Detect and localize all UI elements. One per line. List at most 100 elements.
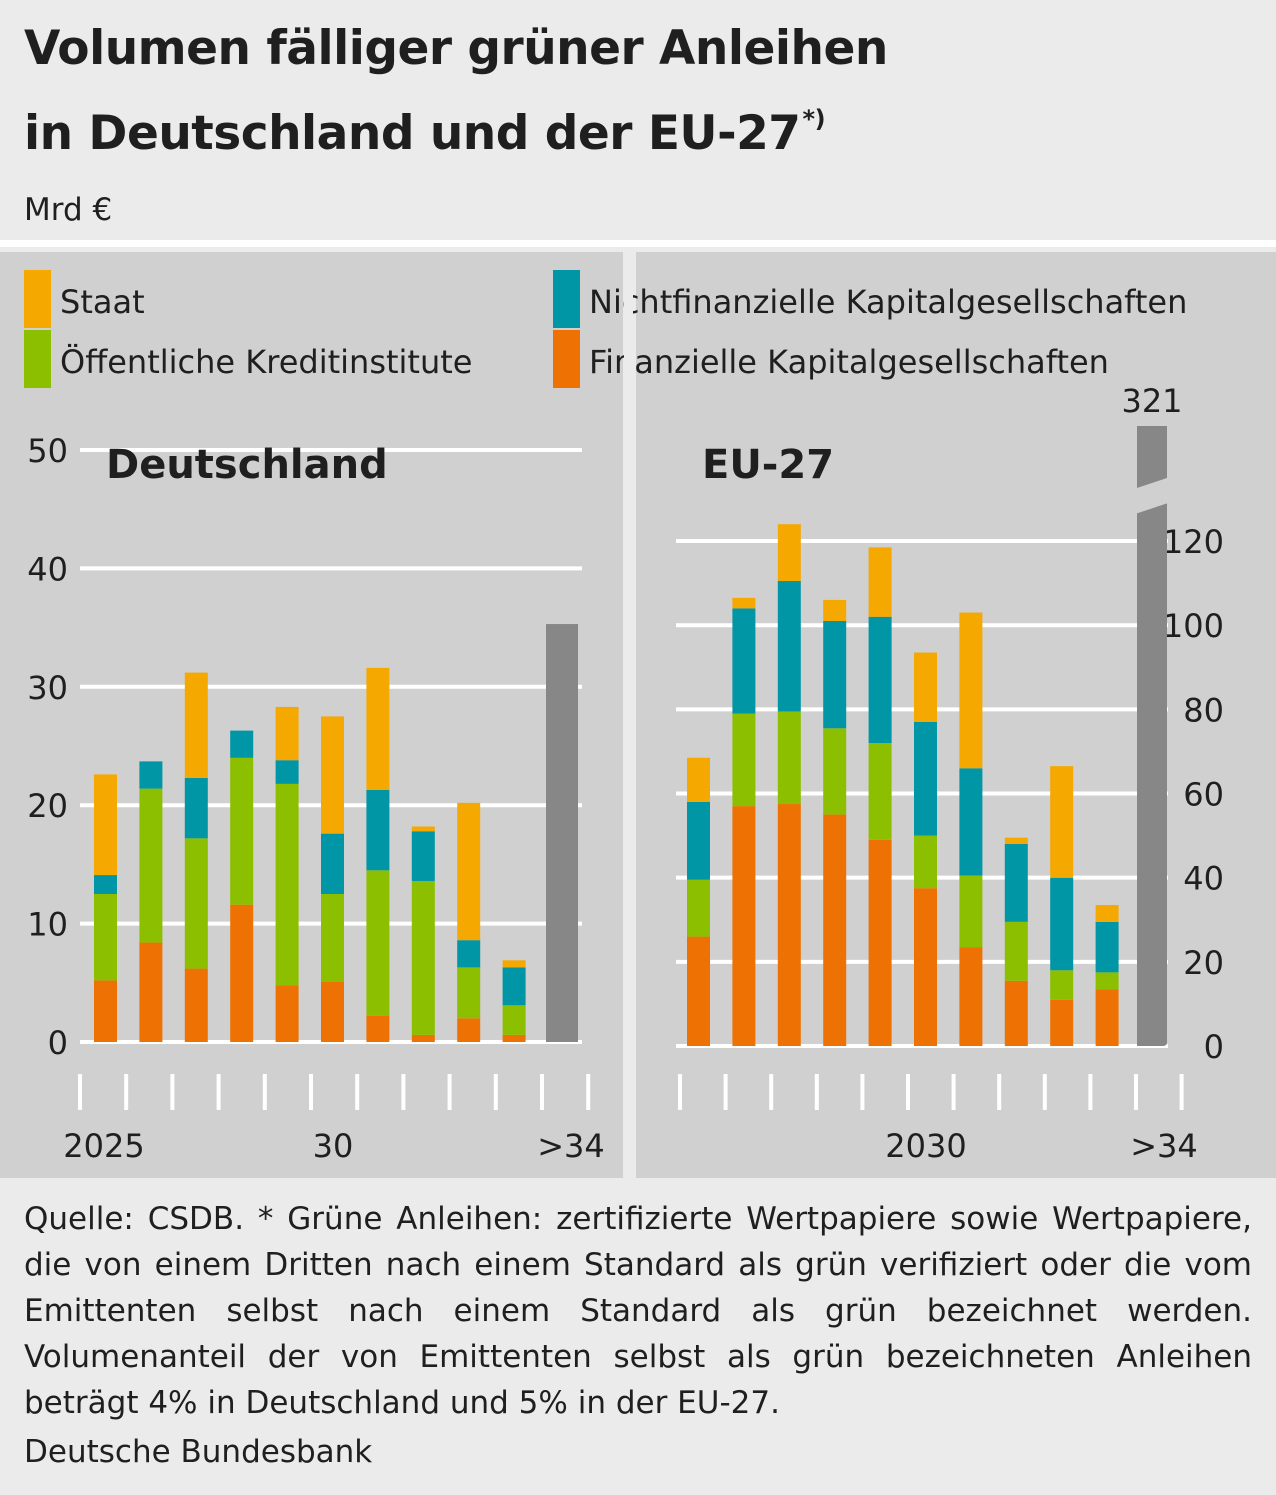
legend-swatch-nichtfinanzielle [553, 270, 580, 328]
bar-de-2029-series2 [275, 760, 299, 784]
y-tick-label-de-20: 20 [27, 787, 68, 825]
x-tick-label-eu-1: >34 [1130, 1127, 1198, 1165]
bar-de-2033-series1 [457, 967, 481, 1019]
bar-de-2027-series1 [184, 838, 208, 969]
bar-eu-2031-series1 [959, 875, 983, 948]
legend-swatch-finanzielle [553, 330, 580, 388]
bar-eu-2033-series1 [1050, 970, 1074, 1000]
panel-divider [624, 252, 633, 1178]
bar-de-2034-series1 [502, 1005, 526, 1035]
bar-de-2031-series3 [366, 667, 390, 790]
bar-eu-2026-series1 [732, 713, 756, 807]
y-tick-label-eu-100: 100 [1163, 607, 1224, 645]
bar-eu-2030-series2 [914, 721, 937, 836]
bar-de-2026-series0 [139, 942, 163, 1042]
bar-eu-2029-series0 [868, 839, 892, 1046]
title-footnote-mark: *) [802, 105, 826, 133]
y-tick-label-de-10: 10 [27, 906, 68, 944]
bar-eu-2027-series3 [777, 524, 801, 582]
bar-de-2034-series3 [502, 960, 526, 968]
y-tick-label-de-50: 50 [27, 432, 68, 470]
bar-eu-2025-series0 [687, 936, 710, 1046]
bar-eu-2032-series1 [1004, 921, 1028, 981]
bar-de-2027-series2 [184, 777, 208, 839]
bar-de-2025-series3 [94, 774, 117, 876]
y-tick-label-de-0: 0 [48, 1024, 68, 1062]
x-tick-label-eu-0: 2030 [885, 1127, 966, 1165]
bar-de-2025-series0 [94, 980, 117, 1042]
bar-eu-2028-series3 [823, 599, 847, 621]
bar-eu-2031-series2 [959, 768, 983, 876]
bar-de-2028-series0 [230, 904, 254, 1042]
bar-eu-2028-series2 [823, 620, 847, 729]
y-tick-label-eu-80: 80 [1183, 691, 1224, 729]
bar-de-2032-series0 [411, 1034, 435, 1042]
bar-eu-gt34-total-upper [1137, 426, 1167, 488]
x-tick-label-de-0: 2025 [63, 1127, 144, 1165]
bar-eu-2032-series0 [1004, 980, 1028, 1046]
bar-de-gt34-total [546, 624, 578, 1042]
bar-eu-2026-series2 [732, 608, 756, 714]
bar-de-2034-series2 [502, 967, 526, 1006]
legend-label-finanzielle: Finanzielle Kapitalgesellschaften [589, 343, 1109, 381]
bar-de-2034-series0 [502, 1034, 526, 1042]
chart-title-line1: Volumen fälliger grüner Anleihen [24, 21, 888, 76]
bar-de-2025-series1 [94, 894, 117, 981]
y-tick-label-eu-120: 120 [1163, 523, 1224, 561]
y-tick-label-eu-40: 40 [1183, 860, 1224, 898]
bar-eu-2034-series2 [1095, 921, 1119, 973]
bar-eu-2029-series2 [868, 616, 892, 744]
legend-swatch-staat [24, 270, 51, 328]
y-tick-label-eu-0: 0 [1204, 1028, 1224, 1066]
y-tick-label-eu-60: 60 [1183, 776, 1224, 814]
legend-label-staat: Staat [60, 283, 145, 321]
bar-de-2032-series2 [411, 831, 435, 881]
bar-de-2033-series0 [457, 1018, 481, 1042]
bar-de-2028-series1 [230, 757, 254, 905]
bar-de-30-series3 [321, 716, 344, 834]
bar-de-2033-series3 [457, 802, 481, 941]
bar-eu-2033-series2 [1050, 877, 1074, 971]
bar-eu-2029-series1 [868, 743, 892, 840]
bar-eu-2025-series3 [687, 757, 710, 802]
chart-title: Volumen fälliger grüner Anleihen in Deut… [24, 14, 888, 169]
bar-eu-2029-series3 [868, 547, 892, 617]
bar-de-2033-series2 [457, 940, 481, 968]
legend-label-oeffentliche: Öffentliche Kreditinstitute [60, 343, 473, 381]
bar-de-2027-series3 [184, 672, 208, 778]
bar-eu-2027-series1 [777, 711, 801, 805]
bar-de-2032-series3 [411, 826, 435, 832]
bar-eu-2034-series3 [1095, 905, 1119, 922]
bar-eu-2026-series3 [732, 597, 756, 609]
panel-title-eu: EU-27 [702, 442, 834, 488]
bar-eu-2027-series0 [777, 804, 801, 1046]
bar-de-2027-series0 [184, 968, 208, 1042]
panel-title-de: Deutschland [106, 442, 388, 488]
y-tick-label-eu-20: 20 [1183, 944, 1224, 982]
bar-eu-2031-series3 [959, 612, 983, 769]
bar-de-2028-series2 [230, 730, 254, 758]
bar-de-2029-series1 [275, 783, 299, 986]
y-tick-label-de-40: 40 [27, 550, 68, 588]
chart-title-line2-text: in Deutschland und der EU-27 [24, 106, 801, 161]
bar-eu-gt34-value-label: 321 [1121, 382, 1182, 420]
bar-de-2029-series0 [275, 985, 299, 1042]
legend-label-nichtfinanzielle: Nichtfinanzielle Kapitalgesellschaften [589, 283, 1188, 321]
bar-de-30-series0 [321, 981, 344, 1042]
bar-eu-2026-series0 [732, 806, 756, 1046]
bar-eu-2030-series1 [914, 835, 937, 889]
bar-eu-2028-series1 [823, 728, 847, 815]
bar-de-2031-series2 [366, 789, 390, 871]
bar-de-2031-series1 [366, 870, 390, 1016]
bar-eu-2034-series1 [1095, 972, 1119, 990]
bar-eu-2028-series0 [823, 814, 847, 1046]
x-tick-label-de-1: 30 [313, 1127, 354, 1165]
bar-eu-2031-series0 [959, 947, 983, 1046]
bar-de-30-series2 [321, 833, 344, 894]
bar-de-2026-series1 [139, 788, 163, 943]
y-tick-label-de-30: 30 [27, 669, 68, 707]
legend-swatch-oeffentliche [24, 330, 51, 388]
chart-title-line2: in Deutschland und der EU-27*) [24, 84, 888, 169]
bar-de-30-series1 [321, 894, 344, 982]
